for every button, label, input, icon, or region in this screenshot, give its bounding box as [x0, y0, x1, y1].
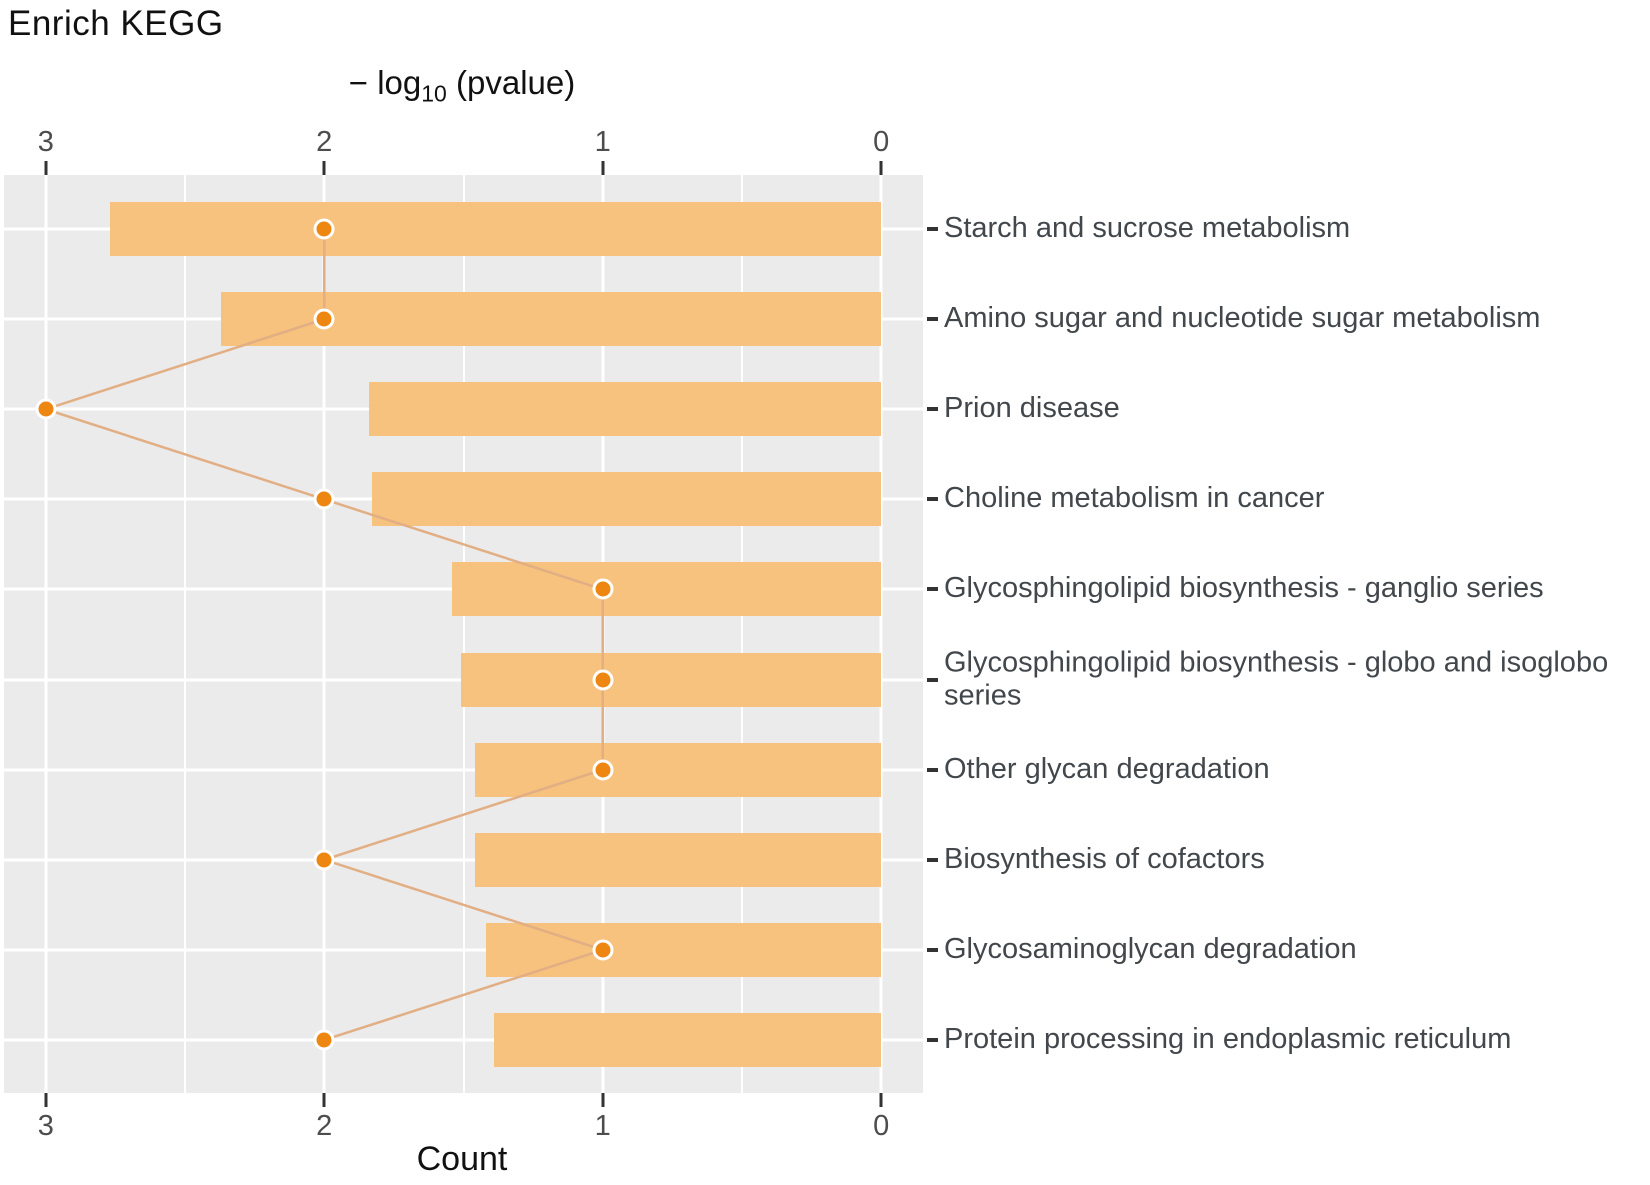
count-connector-polyline — [41, 229, 607, 1042]
top-tick-label: 1 — [594, 126, 611, 158]
bottom-tick-label: 2 — [316, 1110, 333, 1142]
category-tick-mark — [927, 767, 938, 772]
count-point — [313, 308, 335, 330]
count-point — [313, 488, 335, 510]
bottom-tick-label: 1 — [594, 1110, 611, 1142]
chart-title: Enrich KEGG — [8, 4, 224, 43]
gridline-vertical — [462, 175, 465, 1093]
category-tick-mark — [927, 947, 938, 952]
bottom-axis-title: Count — [416, 1140, 508, 1178]
gridline-vertical — [879, 175, 883, 1093]
category-tick-mark — [927, 497, 938, 502]
count-point — [313, 849, 335, 871]
pvalue-bar — [371, 472, 882, 527]
count-point — [313, 218, 335, 240]
category-tick-mark — [927, 227, 938, 231]
top-tick-label: 0 — [873, 126, 890, 158]
pvalue-bar — [485, 922, 882, 977]
category-label: Biosynthesis of cofactors — [944, 842, 1265, 875]
gridline-horizontal — [4, 948, 923, 952]
category-tick-mark — [927, 677, 938, 682]
top-axis-title-prefix: − log — [348, 64, 422, 101]
gridline-horizontal — [4, 1038, 923, 1042]
category-label: Amino sugar and nucleotide sugar metabol… — [944, 302, 1541, 335]
category-label: Glycosphingolipid biosynthesis - ganglio… — [944, 572, 1544, 605]
pvalue-bar — [460, 652, 882, 707]
count-connector-line — [41, 229, 607, 1042]
category-label: Prion disease — [944, 392, 1120, 425]
gridline-horizontal — [4, 858, 923, 862]
category-label: Starch and sucrose metabolism — [944, 212, 1351, 245]
top-axis-title: − log10 (pvalue) — [349, 64, 575, 108]
plot-panel — [4, 175, 923, 1093]
category-label: Choline metabolism in cancer — [944, 482, 1325, 515]
top-tick-mark — [44, 161, 48, 175]
category-label: Other glycan degradation — [944, 752, 1270, 785]
pvalue-bar — [494, 1012, 882, 1067]
bottom-tick-mark — [879, 1093, 883, 1107]
category-label: Glycosaminoglycan degradation — [944, 933, 1357, 966]
count-point — [592, 939, 614, 961]
category-tick-mark — [927, 857, 938, 862]
category-tick-mark — [927, 587, 938, 592]
count-point — [592, 578, 614, 600]
category-label: Protein processing in endoplasmic reticu… — [944, 1023, 1512, 1056]
bottom-tick-mark — [601, 1093, 605, 1107]
bottom-tick-label: 3 — [37, 1110, 54, 1142]
gridline-horizontal — [4, 768, 923, 772]
pvalue-bar — [368, 382, 882, 437]
count-point — [592, 759, 614, 781]
pvalue-bar — [474, 742, 882, 797]
category-tick-mark — [927, 317, 938, 322]
top-axis-title-suffix: (pvalue) — [446, 64, 576, 101]
category-tick-mark — [927, 407, 938, 412]
pvalue-bar — [474, 832, 882, 887]
count-point — [35, 398, 57, 420]
top-axis-title-subscript: 10 — [421, 80, 447, 107]
top-tick-mark — [601, 161, 605, 175]
pvalue-bar — [109, 202, 882, 256]
top-tick-label: 3 — [37, 126, 54, 158]
bottom-tick-mark — [322, 1093, 326, 1107]
count-point — [592, 669, 614, 691]
top-tick-mark — [879, 161, 883, 175]
count-point — [313, 1029, 335, 1051]
bottom-tick-mark — [44, 1093, 48, 1107]
gridline-vertical — [740, 175, 743, 1093]
category-tick-mark — [927, 1037, 938, 1042]
bottom-tick-label: 0 — [873, 1110, 890, 1142]
gridline-vertical — [184, 175, 186, 1093]
pvalue-bar — [452, 562, 882, 617]
gridline-vertical — [322, 175, 326, 1093]
category-label: Glycosphingolipid biosynthesis - globo a… — [944, 645, 1609, 712]
gridline-vertical — [44, 175, 48, 1093]
top-tick-label: 2 — [316, 126, 333, 158]
top-tick-mark — [322, 161, 326, 175]
